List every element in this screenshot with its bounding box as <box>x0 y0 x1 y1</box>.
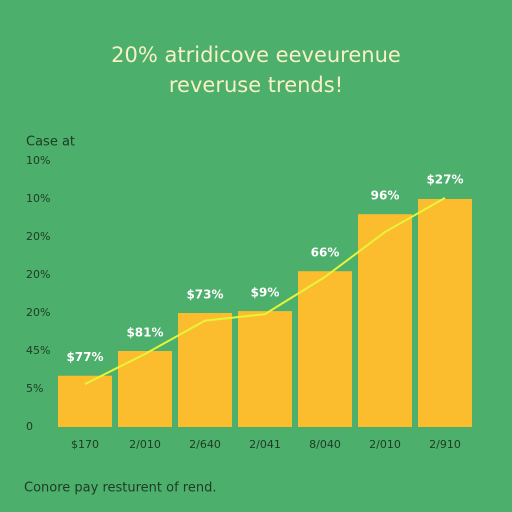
y-tick-label: 0 <box>26 420 33 433</box>
x-tick-label: 8/040 <box>309 438 341 451</box>
annotation: $81% <box>126 326 163 340</box>
y-tick-label: 45% <box>26 344 50 357</box>
x-tick-label: 2/010 <box>129 438 161 451</box>
footer: Conore pay resturent of rend. <box>24 481 217 496</box>
x-tick-label: $170 <box>71 438 99 451</box>
x-tick-label: 2/640 <box>189 438 221 451</box>
annotation: $77% <box>66 350 103 364</box>
x-tick-label: 2/010 <box>369 438 401 451</box>
annotation: 66% <box>311 246 340 260</box>
annotation: $73% <box>186 288 223 302</box>
bar <box>58 375 112 427</box>
annotation: 96% <box>371 189 400 203</box>
bar <box>238 311 292 427</box>
bar <box>418 199 472 427</box>
chart-title: reveruse trends! <box>169 73 343 97</box>
y-axis-label: Case at <box>26 135 75 150</box>
trend-line <box>84 196 446 385</box>
annotation: $9% <box>251 286 280 300</box>
bar <box>358 214 412 427</box>
x-tick-label: 2/910 <box>429 438 461 451</box>
chart-title: 20% atridicove eeveurenue <box>111 43 401 67</box>
y-tick-label: 10% <box>26 154 50 167</box>
y-tick-label: 20% <box>26 268 50 281</box>
bar <box>178 313 232 427</box>
bar <box>298 271 352 427</box>
y-tick-label: 20% <box>26 230 50 243</box>
y-tick-label: 5% <box>26 382 43 395</box>
annotation: $27% <box>426 172 463 186</box>
x-tick-label: 2/041 <box>249 438 281 451</box>
y-tick-label: 20% <box>26 306 50 319</box>
y-tick-label: 10% <box>26 192 50 205</box>
